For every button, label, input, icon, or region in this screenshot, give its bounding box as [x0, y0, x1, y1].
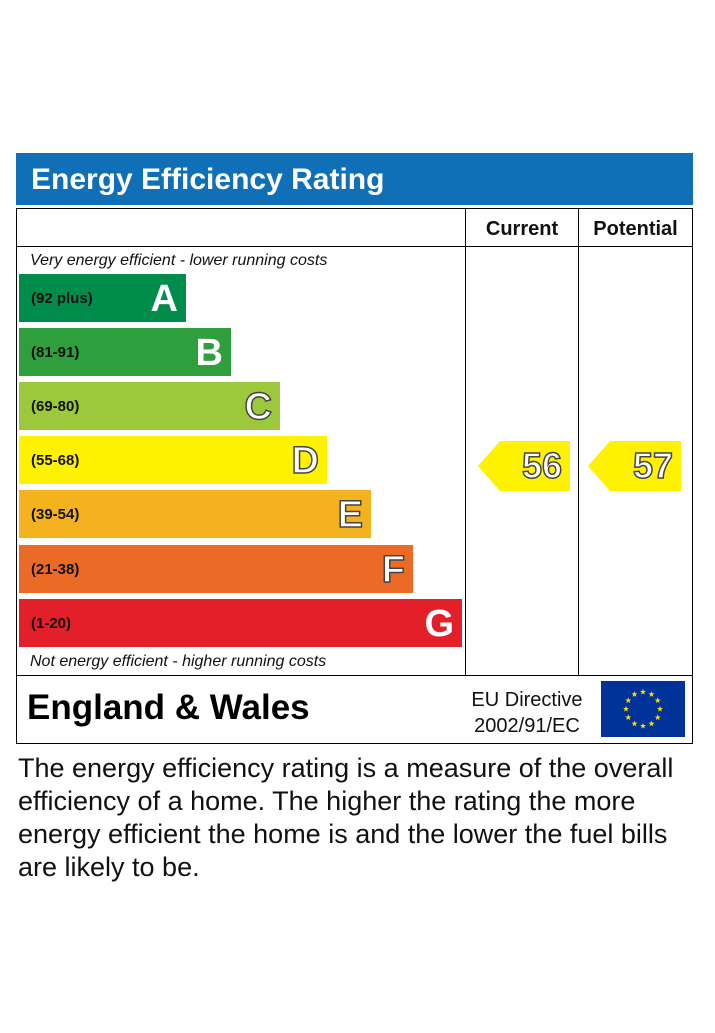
potential-arrow-shape — [588, 441, 681, 491]
eu-directive: EU Directive 2002/91/EC — [457, 687, 597, 739]
eu-flag-icon — [601, 681, 685, 737]
current-rating-value: 56 — [521, 444, 563, 487]
band-b: (81-91) B — [19, 328, 231, 377]
eu-star-icon — [631, 720, 638, 727]
region-label: England & Wales — [27, 688, 310, 727]
band-c-letter: C — [244, 385, 273, 429]
rating-chart-frame: Current Potential Very energy efficient … — [16, 208, 693, 744]
eu-star-icon — [622, 705, 630, 712]
band-a-letter: A — [150, 278, 178, 320]
eu-star-icon — [625, 714, 632, 721]
band-e-range: (39-54) — [31, 506, 80, 524]
eu-star-icon — [654, 714, 661, 721]
band-b-letter: B — [195, 332, 223, 375]
potential-rating-value: 57 — [632, 444, 674, 487]
band-d-letter: D — [291, 440, 320, 484]
header-row-divider — [17, 246, 692, 247]
band-b-range: (81-91) — [31, 344, 80, 362]
potential-column-divider — [578, 209, 579, 675]
column-header-potential: Potential — [593, 218, 678, 240]
band-f-range: (21-38) — [31, 560, 80, 578]
description-text: The energy efficiency rating is a measur… — [18, 753, 674, 882]
band-g-range: (1-20) — [31, 614, 72, 632]
chart-title: Energy Efficiency Rating — [16, 153, 693, 205]
eu-star-icon — [648, 720, 655, 727]
eu-star-icon — [654, 697, 661, 704]
current-rating-arrow: 56 — [478, 441, 570, 491]
band-a-range: (92 plus) — [31, 290, 93, 307]
band-f: (21-38) F — [19, 544, 413, 593]
current-column-divider — [465, 209, 466, 675]
eu-star-icon — [648, 691, 655, 697]
band-a: (92 plus) A — [19, 274, 186, 322]
caption-efficient: Very energy efficient - lower running co… — [30, 252, 328, 269]
eu-star-icon — [631, 691, 638, 697]
band-c: (69-80) C — [19, 382, 280, 431]
eu-directive-line1: EU Directive — [471, 689, 583, 711]
caption-inefficient: Not energy efficient - higher running co… — [30, 653, 327, 670]
footer-divider — [17, 675, 692, 676]
band-g-letter: G — [424, 602, 454, 645]
current-arrow-shape — [478, 441, 570, 491]
eu-directive-line2: 2002/91/EC — [474, 715, 580, 737]
band-g: (1-20) G — [19, 598, 462, 647]
eu-star-icon — [656, 705, 664, 712]
eu-star-icon — [625, 697, 632, 704]
band-c-range: (69-80) — [31, 398, 80, 416]
band-e: (39-54) E — [19, 490, 371, 539]
band-f-letter: F — [381, 548, 406, 592]
eu-star-icon — [639, 722, 647, 729]
eu-star-icon — [639, 688, 647, 695]
band-d-range: (55-68) — [31, 452, 80, 470]
potential-rating-arrow: 57 — [588, 441, 681, 491]
column-header-current: Current — [485, 218, 559, 240]
band-e-letter: E — [337, 494, 364, 538]
band-d: (55-68) D — [19, 436, 327, 485]
